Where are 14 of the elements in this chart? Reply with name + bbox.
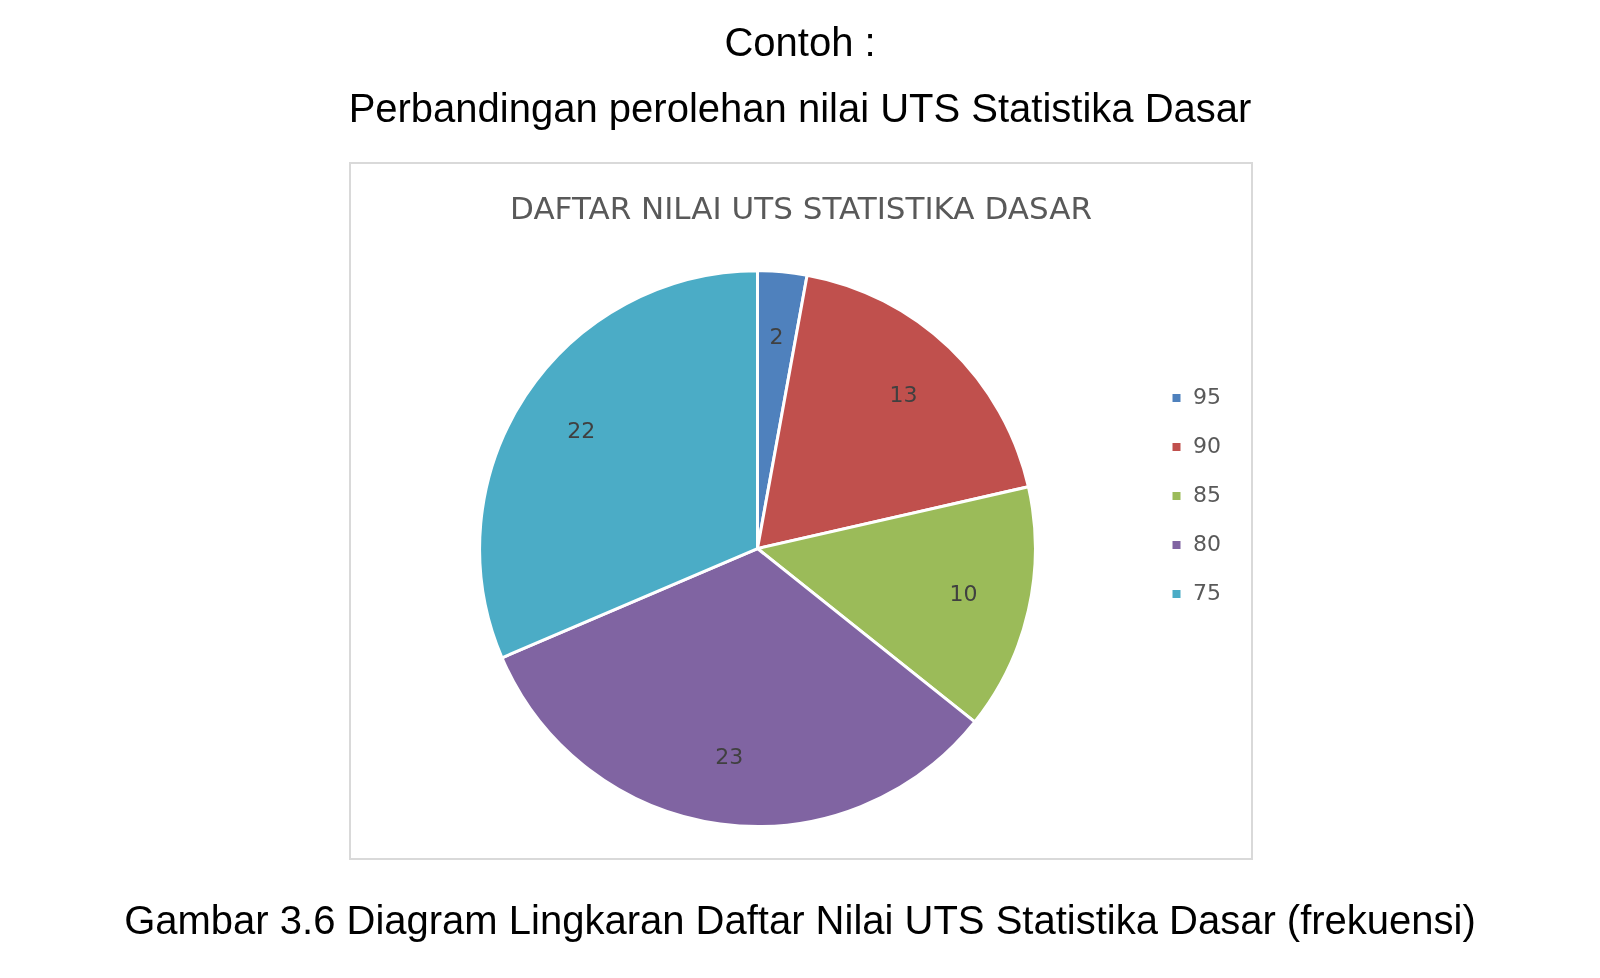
legend-label: 90 [1193,432,1222,458]
legend-label: 95 [1193,383,1222,409]
chart-title: DAFTAR NILAI UTS STATISTIKA DASAR [510,189,1092,226]
text: Contoh : [723,20,877,65]
legend-label: 75 [1193,579,1222,605]
text: Perbandingan perolehan nilai UTS Statistika Dasar [347,86,1253,131]
data-label: 2 [769,323,784,349]
legend-label: 80 [1193,530,1222,556]
data-label: 13 [889,381,918,407]
legend-label: 85 [1193,481,1222,507]
data-label: 10 [949,581,978,607]
text: Gambar 3.6 Diagram Lingkaran Daftar Nilai UTS Statistika Dasar (frekuensi) [123,898,1477,943]
data-label: 22 [567,417,596,443]
data-label: 23 [715,743,744,769]
